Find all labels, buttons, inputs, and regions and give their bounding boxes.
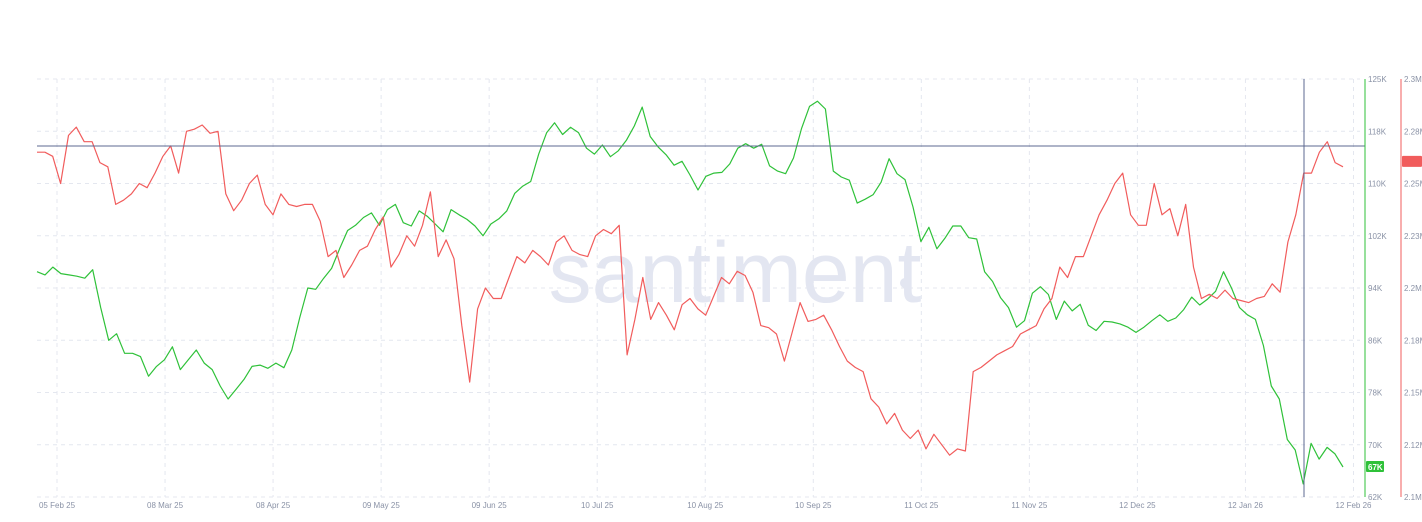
y-right-tick-label: 2.15M [1404, 389, 1422, 398]
y-left-tick-label: 70K [1368, 441, 1383, 450]
x-tick-label: 11 Oct 25 [904, 501, 939, 510]
value-badges: 67K [1366, 155, 1422, 472]
grid-lines [37, 78, 1360, 498]
y-left-tick-label: 118K [1368, 127, 1387, 136]
right-value-badge [1402, 155, 1422, 167]
series-layer [36, 100, 1344, 485]
y-right-tick-label: 2.28M [1404, 127, 1422, 136]
y-right-tick-label: 2.3M [1404, 75, 1422, 84]
x-tick-label: 08 Apr 25 [256, 501, 291, 510]
left-value-badge-label: 67K [1368, 463, 1383, 472]
y-right-tick-label: 2.18M [1404, 336, 1422, 345]
y-left-tick-label: 102K [1368, 232, 1387, 241]
y-left-tick-label: 110K [1368, 180, 1387, 189]
y-axis-right-ticks: 2.1M 2.12M 2.15M 2.18M 2.2M 2.23M 2.25M 2.28M 2.… [1404, 75, 1422, 502]
x-tick-label: 10 Sep 25 [795, 501, 832, 510]
series-line-left [36, 100, 1344, 485]
series-line-right [37, 124, 1344, 456]
x-tick-label: 10 Jul 25 [581, 501, 614, 510]
watermark-dot [900, 278, 910, 288]
x-tick-label: 11 Nov 25 [1011, 501, 1047, 510]
y-right-tick-label: 2.25M [1404, 180, 1422, 189]
y-left-tick-label: 94K [1368, 284, 1383, 293]
x-axis-ticks: 05 Feb 25 08 Mar 25 08 Apr 25 09 May 25 09 J… [39, 501, 1372, 510]
x-tick-label: 12 Jan 26 [1228, 501, 1264, 510]
x-tick-label: 08 Mar 25 [147, 501, 184, 510]
y-right-tick-label: 2.12M [1404, 441, 1422, 450]
y-left-tick-label: 78K [1368, 389, 1383, 398]
x-tick-label: 05 Feb 25 [39, 501, 76, 510]
y-left-tick-label: 125K [1368, 75, 1387, 84]
x-tick-label: 12 Feb 26 [1335, 501, 1372, 510]
x-tick-label: 09 Jun 25 [472, 501, 508, 510]
x-tick-label: 09 May 25 [362, 501, 400, 510]
y-right-tick-label: 2.23M [1404, 232, 1422, 241]
watermark: santiment [549, 225, 922, 321]
y-left-tick-label: 62K [1368, 493, 1383, 502]
y-left-tick-label: 86K [1368, 336, 1383, 345]
y-right-tick-label: 2.2M [1404, 284, 1422, 293]
left-value-badge [1366, 460, 1384, 472]
x-tick-label: 10 Aug 25 [687, 501, 724, 510]
x-tick-label: 12 Dec 25 [1119, 501, 1156, 510]
y-right-tick-label: 2.1M [1404, 493, 1422, 502]
y-axis-left-ticks: 62K 70K 78K 86K 94K 102K 110K 118K 125K [1368, 75, 1387, 502]
